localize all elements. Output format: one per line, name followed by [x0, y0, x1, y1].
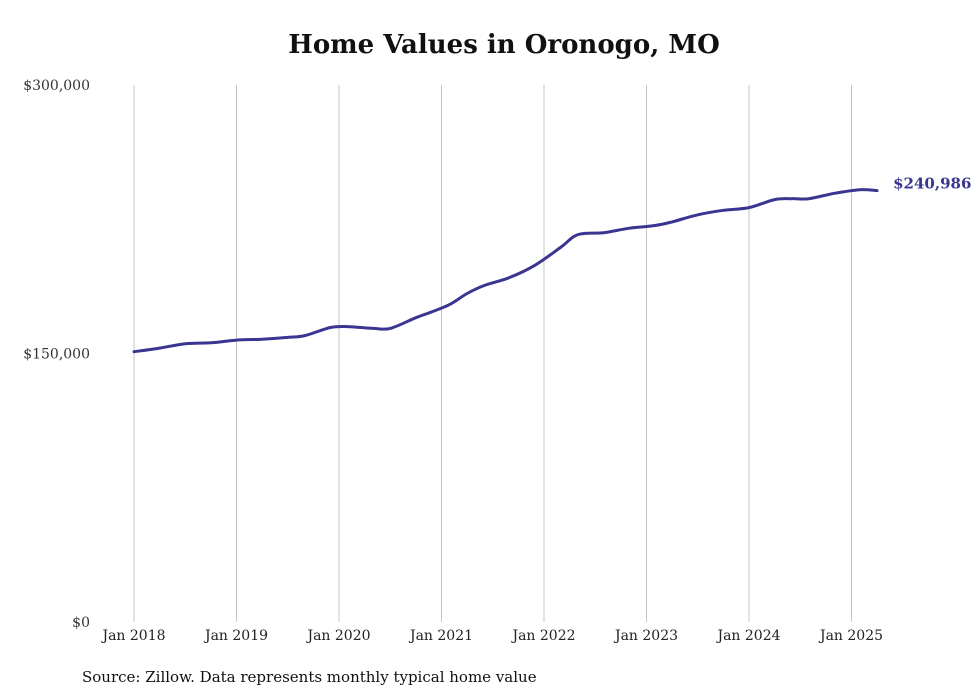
y-tick-label: $0 — [72, 615, 90, 631]
x-tick-label: Jan 2022 — [510, 628, 575, 644]
x-tick-label: Jan 2018 — [100, 628, 165, 644]
y-tick-label: $300,000 — [23, 78, 90, 94]
x-tick-label: Jan 2020 — [305, 628, 370, 644]
annotations: $240,986 — [893, 175, 971, 193]
x-tick-label: Jan 2019 — [203, 628, 268, 644]
chart-title: Home Values in Oronogo, MO — [288, 30, 720, 60]
source-note: Source: Zillow. Data represents monthly … — [82, 668, 537, 686]
x-tick-label: Jan 2023 — [613, 628, 678, 644]
series-group — [132, 188, 879, 354]
x-tick-label: Jan 2024 — [715, 628, 780, 644]
grid-lines — [133, 85, 852, 622]
end-value-label: $240,986 — [893, 175, 971, 193]
y-tick-label: $150,000 — [23, 347, 90, 363]
x-axis-labels: Jan 2018 Jan 2019 Jan 2020 Jan 2021 Jan 2022… — [100, 628, 883, 644]
x-tick-label: Jan 2025 — [818, 628, 883, 644]
y-axis-labels: $0 $150,000 $300,000 — [23, 78, 90, 631]
x-tick-label: Jan 2021 — [408, 628, 473, 644]
home-value-line — [132, 188, 879, 354]
